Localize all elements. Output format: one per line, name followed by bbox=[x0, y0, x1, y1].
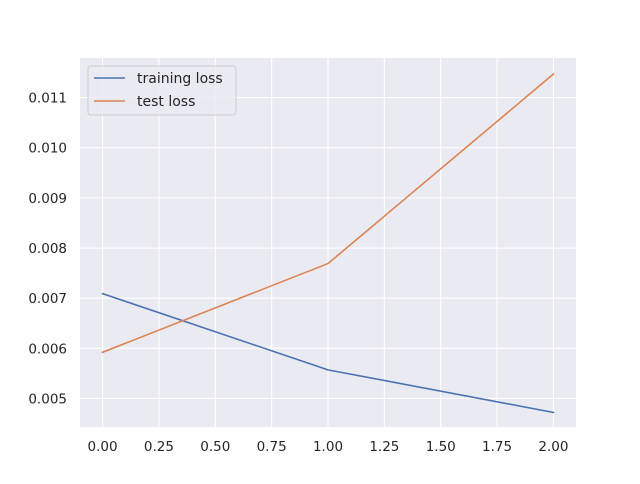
x-tick-label: 0.50 bbox=[200, 439, 230, 455]
y-tick-label: 0.009 bbox=[28, 191, 67, 207]
y-axis-ticks: 0.005 0.006 0.007 0.008 0.009 0.010 0.011 bbox=[28, 91, 67, 408]
x-tick-label: 2.00 bbox=[538, 439, 568, 455]
y-tick-label: 0.005 bbox=[28, 391, 67, 407]
y-tick-label: 0.008 bbox=[28, 241, 67, 257]
series-layer bbox=[101, 72, 555, 414]
x-tick-label: 1.75 bbox=[482, 439, 512, 455]
x-tick-label: 0.75 bbox=[257, 439, 287, 455]
x-tick-label: 1.50 bbox=[426, 439, 456, 455]
legend: training loss test loss bbox=[87, 65, 237, 116]
series-line-training-loss bbox=[101, 292, 555, 414]
x-axis-ticks: 0.00 0.25 0.50 0.75 1.00 1.25 1.50 1.75 2.00 bbox=[88, 439, 569, 455]
x-tick-label: 1.00 bbox=[313, 439, 343, 455]
legend-label: test loss bbox=[137, 94, 195, 110]
y-tick-label: 0.007 bbox=[28, 291, 67, 307]
legend-label: training loss bbox=[137, 71, 223, 87]
y-tick-label: 0.011 bbox=[28, 91, 67, 107]
y-tick-label: 0.006 bbox=[28, 341, 67, 357]
series-line-test-loss bbox=[101, 72, 555, 354]
x-tick-label: 0.00 bbox=[88, 439, 118, 455]
grid bbox=[80, 58, 576, 427]
y-tick-label: 0.010 bbox=[28, 141, 67, 157]
x-tick-label: 0.25 bbox=[144, 439, 174, 455]
x-tick-label: 1.25 bbox=[369, 439, 399, 455]
